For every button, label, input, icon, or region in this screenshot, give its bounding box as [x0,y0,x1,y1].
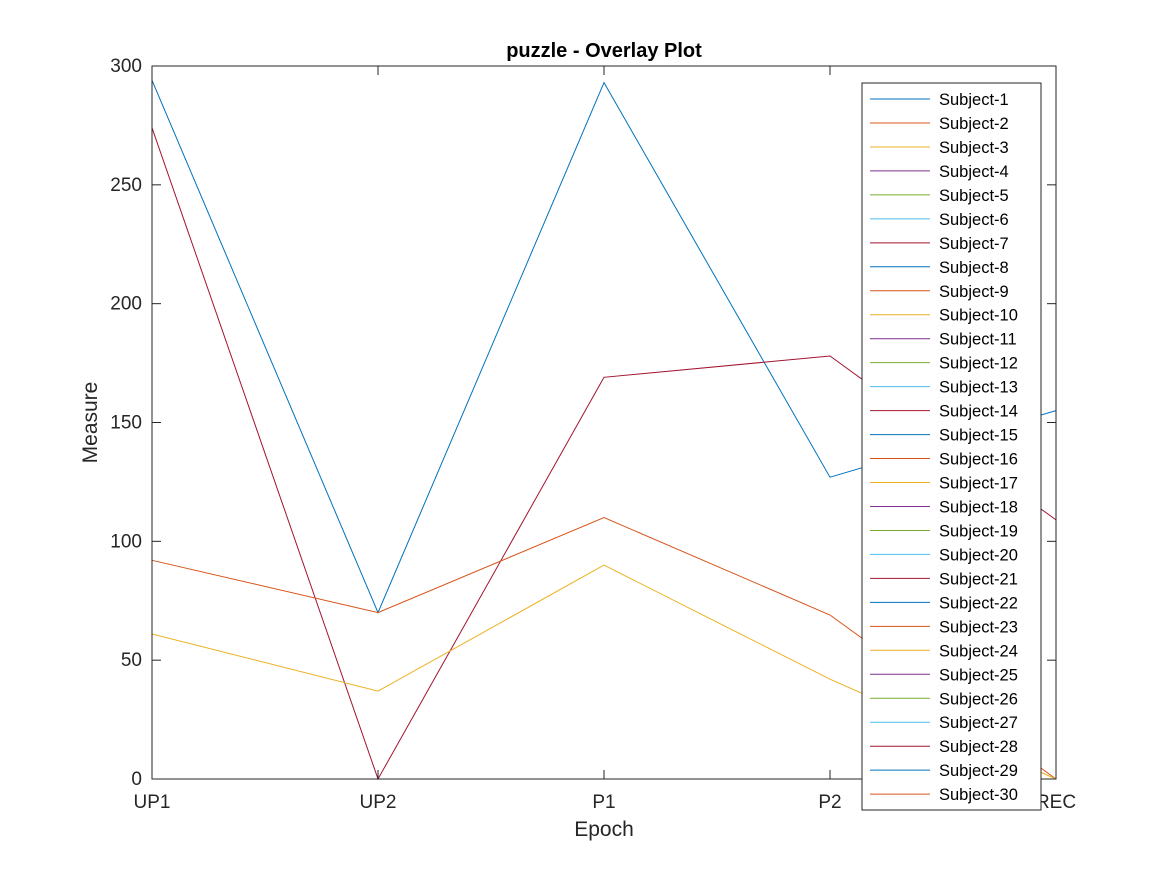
x-axis-label: Epoch [574,818,634,841]
legend-label-19: Subject-19 [939,522,1018,540]
y-tick-label: 250 [110,175,142,196]
x-tick-label: REC [1036,792,1076,813]
legend-label-12: Subject-12 [939,355,1018,373]
legend-label-6: Subject-6 [939,211,1009,229]
x-tick-label: P2 [818,792,841,813]
legend-label-23: Subject-23 [939,618,1018,636]
x-tick-label: P1 [592,792,615,813]
legend-label-16: Subject-16 [939,451,1018,469]
legend-label-14: Subject-14 [939,403,1018,421]
legend-label-3: Subject-3 [939,139,1009,157]
legend-label-8: Subject-8 [939,259,1009,277]
x-tick-label: UP1 [134,792,171,813]
legend-label-26: Subject-26 [939,690,1018,708]
legend-label-28: Subject-28 [939,738,1018,756]
y-tick-label: 0 [131,769,142,790]
y-tick-label: 300 [110,56,142,77]
x-tick-label: UP2 [360,792,397,813]
legend-label-7: Subject-7 [939,235,1009,253]
legend-label-5: Subject-5 [939,187,1009,205]
y-tick-label: 200 [110,294,142,315]
legend-label-11: Subject-11 [939,331,1017,349]
chart-title: puzzle - Overlay Plot [506,40,702,62]
legend: Subject-1 Subject-2 Subject-3 Subject-4 Subj… [861,82,1042,811]
legend-label-24: Subject-24 [939,642,1018,660]
legend-label-25: Subject-25 [939,666,1018,684]
legend-label-22: Subject-22 [939,594,1018,612]
legend-label-9: Subject-9 [939,283,1009,301]
legend-label-1: Subject-1 [939,91,1009,109]
legend-label-27: Subject-27 [939,714,1018,732]
y-axis-label: Measure [79,382,102,464]
legend-label-21: Subject-21 [939,570,1018,588]
y-tick-label: 50 [121,650,142,671]
legend-label-29: Subject-29 [939,762,1018,780]
legend-label-2: Subject-2 [939,115,1009,133]
legend-label-15: Subject-15 [939,427,1018,445]
legend-label-18: Subject-18 [939,498,1018,516]
legend-label-10: Subject-10 [939,307,1018,325]
legend-label-13: Subject-13 [939,379,1018,397]
ticks-layer: 0 50 100 150 200 250 300 UP1 UP2 P1 P2 REC [110,56,1076,813]
legend-label-30: Subject-30 [939,786,1018,804]
legend-box [861,82,1042,811]
legend-label-4: Subject-4 [939,163,1009,181]
y-tick-label: 100 [110,531,142,552]
legend-label-20: Subject-20 [939,546,1018,564]
y-tick-label: 150 [110,413,142,434]
legend-label-17: Subject-17 [939,475,1018,493]
